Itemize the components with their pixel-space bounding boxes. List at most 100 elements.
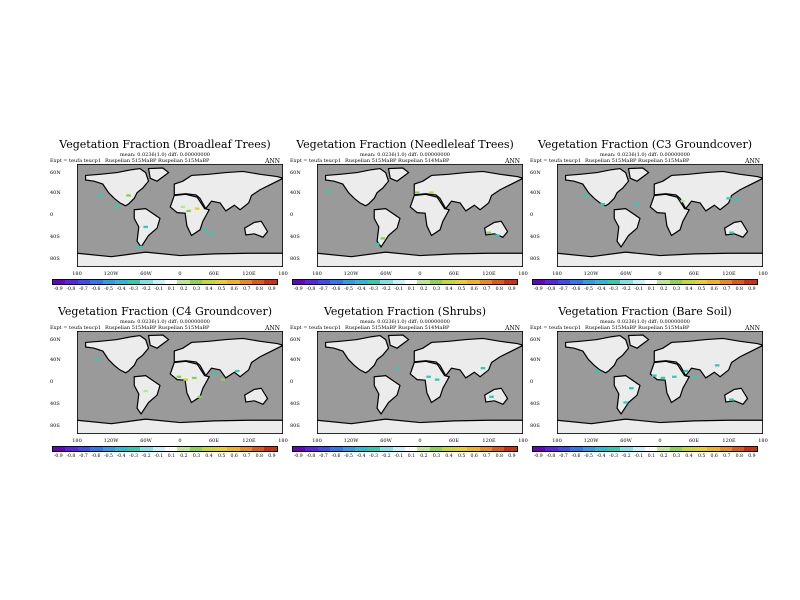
colorbar-swatch <box>467 280 480 284</box>
colorbar-label: 0.8 <box>495 287 503 292</box>
colorbar-swatch <box>744 447 757 451</box>
colorbar-swatch <box>694 280 708 284</box>
lon-tick: 180 <box>758 438 768 444</box>
colorbar-label: -0.5 <box>584 287 593 292</box>
lon-tick: 120E <box>722 438 736 444</box>
colorbar-label: -0.4 <box>356 454 366 459</box>
colorbar-swatch <box>102 280 116 284</box>
colorbar-label: -0.1 <box>154 454 164 459</box>
colorbar-swatch <box>732 447 745 451</box>
lon-tick: 120E <box>482 271 496 277</box>
colorbar-label: 0.4 <box>205 287 213 292</box>
lon-tick: 0 <box>658 271 662 277</box>
anomaly-patch <box>209 232 214 235</box>
colorbar-swatch <box>189 447 203 451</box>
world-map <box>317 331 523 434</box>
colorbar-label: 0.2 <box>180 454 188 459</box>
colorbar-label: 0.2 <box>180 287 188 292</box>
season-label: ANN <box>265 325 280 332</box>
colorbar-label: 0.7 <box>723 454 731 459</box>
lat-tick: 80S <box>530 256 540 262</box>
anomaly-patch <box>180 205 186 209</box>
colorbar-label: 0.5 <box>217 454 226 459</box>
colorbar-label: 0.1 <box>167 454 175 459</box>
anomaly-patch <box>137 245 143 249</box>
lat-tick: 40N <box>530 190 541 196</box>
colorbar <box>52 279 278 285</box>
lon-tick: 180 <box>518 438 528 444</box>
landmass-greenland <box>389 168 409 181</box>
anomaly-patch <box>97 194 103 197</box>
colorbar-swatch <box>719 280 732 284</box>
mean-diff-line: mean: 0.0236(1.0) diff: 0.00000000 <box>120 152 210 158</box>
panel-title: Vegetation Fraction (Shrubs) <box>323 305 487 318</box>
colorbar-swatch <box>404 447 418 451</box>
colorbar-swatch <box>504 280 517 284</box>
colorbar-label: -0.3 <box>129 287 139 292</box>
colorbar-swatch <box>557 447 571 451</box>
colorbar-swatch <box>342 280 356 284</box>
map-frame <box>317 331 522 433</box>
colorbar-swatch <box>177 447 190 451</box>
colorbar-swatch <box>479 447 492 451</box>
colorbar-label: 0.9 <box>508 454 516 459</box>
colorbar-swatch <box>442 280 455 284</box>
colorbar-label: 0.7 <box>483 454 491 459</box>
colorbar-label: -0.4 <box>596 287 606 292</box>
anomaly-patch <box>594 369 600 373</box>
lon-tick: 60W <box>620 438 632 444</box>
colorbar-swatch <box>367 447 381 451</box>
map-frame <box>557 164 762 266</box>
anomaly-patch <box>714 364 720 367</box>
colorbar-swatch <box>557 280 571 284</box>
anomaly-patch <box>583 194 588 197</box>
colorbar-swatch <box>65 280 78 284</box>
lon-tick: 180 <box>518 271 528 277</box>
world-map <box>557 164 763 267</box>
colorbar-label: -0.6 <box>331 287 341 292</box>
lat-tick: 40N <box>530 357 541 363</box>
colorbar-swatch <box>392 447 405 451</box>
colorbar-swatch <box>127 280 141 284</box>
colorbar-swatch <box>467 447 480 451</box>
colorbar-label: 0.6 <box>470 287 478 292</box>
lat-tick: 40S <box>50 401 60 407</box>
colorbar-label: -0.5 <box>344 287 353 292</box>
mean-diff-line: mean: 0.0236(1.0) diff: 0.00000000 <box>600 152 690 158</box>
lon-tick: 180 <box>278 271 288 277</box>
landmass-australia <box>245 221 268 237</box>
lon-tick: 180 <box>312 271 322 277</box>
run-labels: Ruspelian 515MaBP Ruspelian 514MaBP <box>345 158 450 164</box>
panel-title: Vegetation Fraction (Broadleaf Trees) <box>59 138 271 151</box>
anomaly-patch <box>234 369 240 373</box>
colorbar-label: 0.7 <box>243 287 251 292</box>
colorbar-label: 0.9 <box>508 287 516 292</box>
colorbar-label: 0.5 <box>457 287 466 292</box>
map-svg <box>77 331 283 434</box>
colorbar-swatch <box>239 447 252 451</box>
mean-diff-line: mean: 0.0236(1.0) diff: 0.00000000 <box>360 152 450 158</box>
colorbar-label: -0.2 <box>381 454 391 459</box>
colorbar-label: 0.7 <box>243 454 251 459</box>
map-frame <box>317 164 522 266</box>
colorbar-label: -0.7 <box>318 454 328 459</box>
landmass-eurasia <box>414 338 523 377</box>
panel-bare-soil: Vegetation Fraction (Bare Soil) mean: 0.… <box>530 305 768 480</box>
colorbar-label: -0.8 <box>546 287 556 292</box>
landmass-eurasia <box>654 338 763 377</box>
colorbar-swatch <box>682 447 695 451</box>
lon-tick: 180 <box>278 438 288 444</box>
colorbar-swatch <box>293 280 306 284</box>
colorbar-swatch <box>77 447 91 451</box>
anomaly-patch <box>203 228 209 231</box>
lat-tick: 60N <box>290 337 301 343</box>
colorbar-label: -0.6 <box>331 454 341 459</box>
anomaly-patch <box>651 374 657 377</box>
colorbar-label: -0.6 <box>91 287 101 292</box>
colorbar-swatch <box>293 447 306 451</box>
colorbar-label: -0.8 <box>306 287 316 292</box>
run-labels: Ruspelian 515MaBP Ruspelian 514MaBP <box>345 325 450 331</box>
colorbar-swatch <box>305 280 318 284</box>
world-map <box>77 164 283 267</box>
colorbar-swatch <box>264 280 277 284</box>
